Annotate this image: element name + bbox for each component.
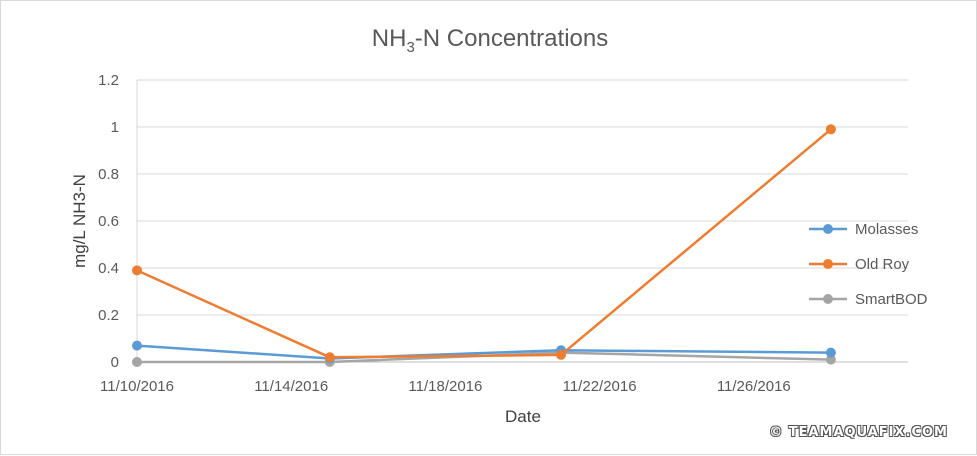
data-point-old-roy (324, 352, 335, 363)
legend: Molasses Old Roy SmartBOD (809, 221, 928, 308)
data-point-smartbod (132, 357, 142, 367)
x-axis-title: Date (505, 407, 541, 426)
legend-marker (823, 224, 833, 234)
data-point-old-roy (132, 265, 142, 276)
legend-label: Molasses (855, 221, 918, 238)
y-tick-label: 0.6 (98, 213, 119, 230)
y-tick-label: 1 (111, 119, 119, 136)
y-tick-label: 0 (111, 354, 119, 371)
x-tick-label: 11/10/2016 (100, 378, 174, 395)
chart-title: NH3-N Concentrations (372, 25, 608, 56)
data-point-smartbod (825, 354, 836, 365)
data-point-old-roy (556, 349, 566, 360)
gridlines (136, 79, 908, 363)
x-tick-label: 11/22/2016 (563, 378, 637, 395)
series-line-old-roy (136, 128, 832, 359)
legend-label: Old Roy (855, 256, 910, 273)
y-tick-labels: 0 0.2 0.4 0.6 0.8 1 1.2 (98, 72, 119, 371)
y-tick-label: 0.4 (98, 260, 119, 277)
y-tick-label: 0.2 (98, 307, 119, 324)
y-tick-label: 0.8 (98, 166, 119, 183)
x-tick-labels: 11/10/2016 11/14/2016 11/18/2016 11/22/2016… (100, 378, 791, 395)
x-tick-label: 11/14/2016 (254, 378, 328, 395)
series-layer (132, 124, 836, 367)
data-point-molasses (825, 347, 836, 358)
y-tick-label: 1.2 (98, 72, 119, 89)
y-axis-title: mg/L NH3-N (70, 174, 89, 268)
data-point-old-roy (825, 124, 836, 135)
watermark-text: © TEAMAQUAFIX.COM (769, 425, 948, 440)
data-point-molasses (132, 340, 142, 351)
x-tick-label: 11/26/2016 (717, 378, 791, 395)
legend-label: SmartBOD (855, 291, 928, 308)
legend-marker (823, 294, 833, 304)
series-line-molasses (136, 344, 831, 360)
x-tick-label: 11/18/2016 (408, 378, 482, 395)
legend-marker (823, 259, 833, 269)
